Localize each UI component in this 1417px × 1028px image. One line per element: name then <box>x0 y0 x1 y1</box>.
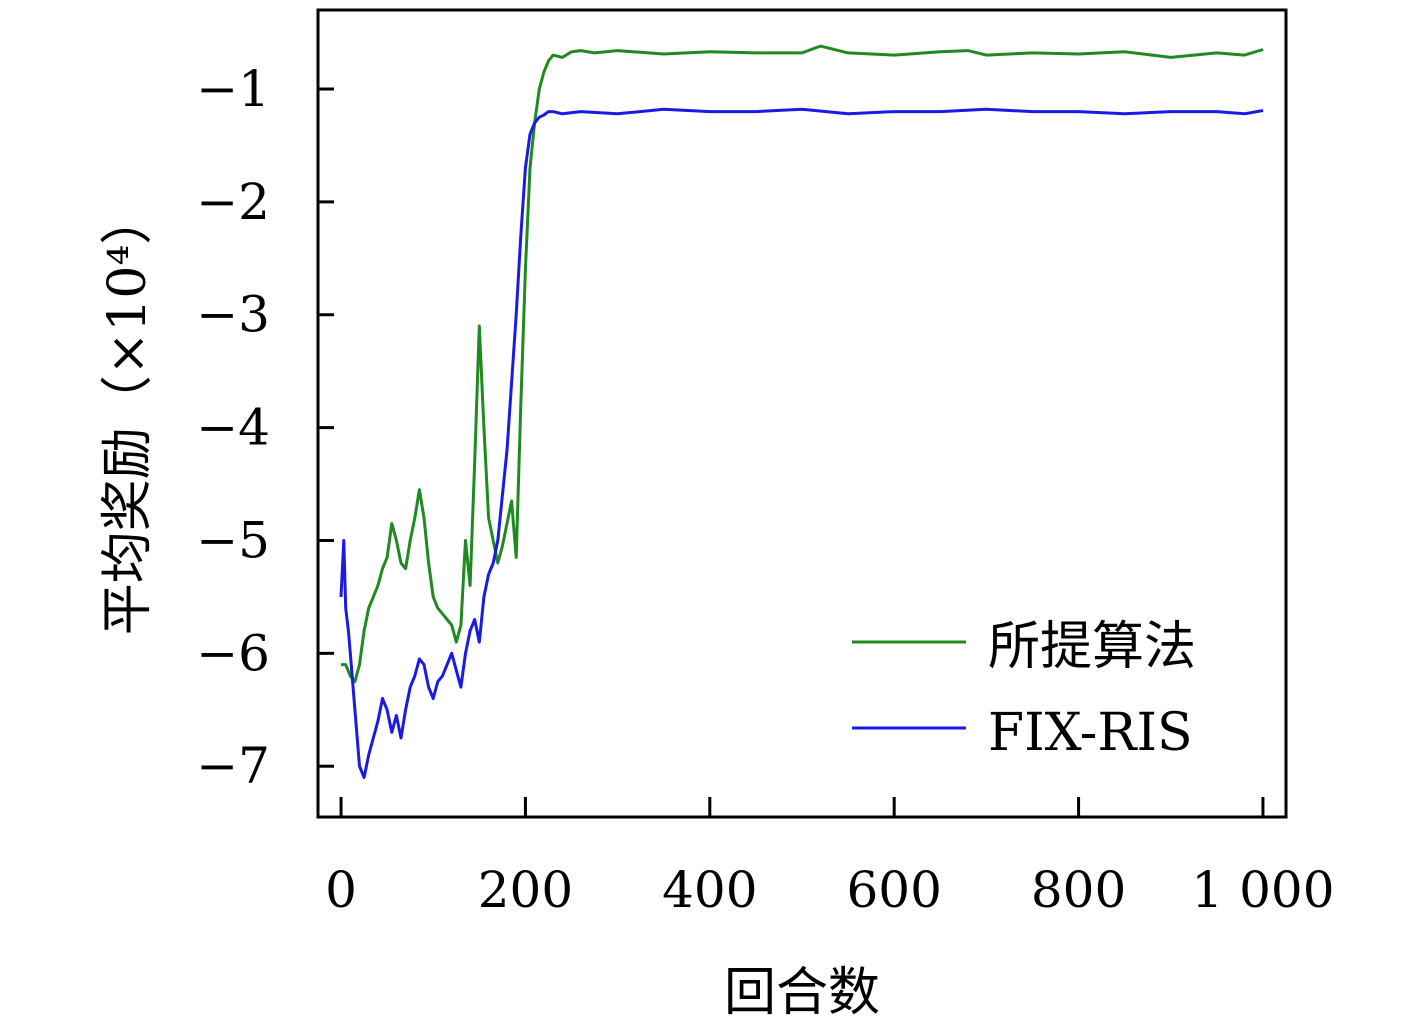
series-lines <box>339 44 1264 779</box>
y-axis: −1 −2 −3 −4 −5 −6 −7 <box>196 60 334 795</box>
x-tick-label: 600 <box>846 861 941 919</box>
x-tick-label: 0 <box>325 861 357 919</box>
y-tick-label: −7 <box>196 737 270 795</box>
y-tick-label: −2 <box>196 173 270 231</box>
y-tick-label: −3 <box>196 286 270 344</box>
x-tick-label: 400 <box>662 861 757 919</box>
x-axis: 0 200 400 600 800 1 000 <box>325 797 1335 919</box>
x-tick-label: 800 <box>1031 861 1126 919</box>
x-tick-label: 200 <box>478 861 573 919</box>
x-tick-label: 1 000 <box>1191 861 1334 919</box>
legend: 所提算法 FIX-RIS <box>852 617 1196 763</box>
legend-label-series-2: FIX-RIS <box>988 703 1193 763</box>
y-tick-label: −6 <box>196 624 270 682</box>
series-line-1 <box>341 44 1264 684</box>
plot-frame <box>316 8 1288 819</box>
y-tick-label: −4 <box>196 399 270 457</box>
y-axis-title: 平均奖励（×10⁴） <box>98 193 158 636</box>
legend-label-series-1: 所提算法 <box>988 617 1196 677</box>
x-axis-title: 回合数 <box>724 963 880 1023</box>
y-tick-label: −1 <box>196 60 270 118</box>
series-line-2 <box>339 107 1264 779</box>
y-tick-label: −5 <box>196 511 270 569</box>
